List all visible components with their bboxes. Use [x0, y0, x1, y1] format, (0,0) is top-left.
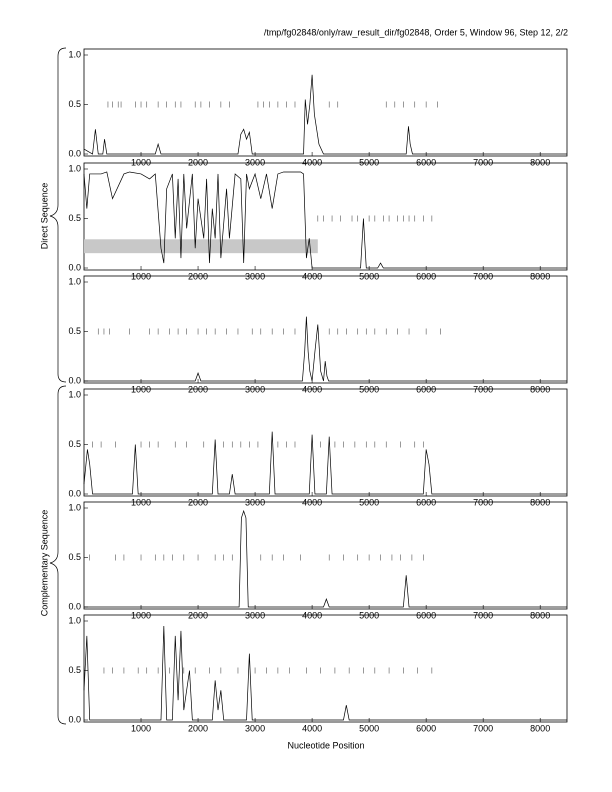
- group-label: Complementary Sequence: [39, 510, 49, 617]
- y-tick-label: 0.0: [68, 375, 81, 385]
- x-tick-label: 2000: [188, 157, 208, 167]
- x-tick-label: 7000: [473, 157, 493, 167]
- coding-potential-line: [83, 74, 567, 155]
- panel-frame: [83, 275, 568, 384]
- x-tick-label: 4000: [302, 723, 322, 733]
- brace: [49, 47, 67, 383]
- y-tick-label: 0.0: [68, 488, 81, 498]
- y-tick-label: 1.0: [68, 502, 81, 512]
- x-tick-label: 1000: [131, 157, 151, 167]
- y-tick-label: 1.0: [68, 276, 81, 286]
- y-tick-label: 0.5: [68, 665, 81, 675]
- x-tick-label: 5000: [359, 157, 379, 167]
- panel-frame: [83, 48, 568, 157]
- shaded-region: [84, 239, 318, 254]
- coding-potential-line: [84, 316, 567, 382]
- x-tick-label: 1000: [131, 723, 151, 733]
- y-tick-label: 0.0: [68, 262, 81, 272]
- x-tick-label: 4000: [302, 157, 322, 167]
- coding-potential-line: [84, 509, 567, 608]
- x-tick-label: 3000: [245, 723, 265, 733]
- y-tick-label: 1.0: [68, 49, 81, 59]
- y-tick-label: 0.0: [68, 148, 81, 158]
- coding-potential-line: [83, 171, 567, 269]
- x-tick-label: 5000: [359, 723, 379, 733]
- coding-potential-line: [83, 625, 567, 721]
- group-label: Direct Sequence: [39, 183, 49, 250]
- x-tick-label: 8000: [530, 157, 550, 167]
- y-tick-label: 0.0: [68, 601, 81, 611]
- y-tick-label: 0.5: [68, 552, 81, 562]
- x-tick-label: 6000: [416, 723, 436, 733]
- coding-potential-line: [83, 431, 567, 495]
- y-tick-label: 0.5: [68, 326, 81, 336]
- y-tick-label: 0.5: [68, 99, 81, 109]
- x-tick-label: 6000: [416, 157, 436, 167]
- panel-frame: [83, 614, 568, 723]
- brace: [49, 385, 67, 725]
- panel-frame: [83, 501, 568, 610]
- y-tick-label: 1.0: [68, 389, 81, 399]
- chart-title: /tmp/fg02848/only/raw_result_dir/fg02848…: [264, 27, 568, 37]
- panel-frame: [83, 162, 568, 271]
- y-tick-label: 0.0: [68, 714, 81, 724]
- x-tick-label: 3000: [245, 157, 265, 167]
- y-tick-label: 1.0: [68, 615, 81, 625]
- x-tick-label: 7000: [473, 723, 493, 733]
- x-axis-label: Nucleotide Position: [287, 740, 364, 750]
- y-tick-label: 0.5: [68, 439, 81, 449]
- y-tick-label: 0.5: [68, 213, 81, 223]
- x-tick-label: 8000: [530, 723, 550, 733]
- panel-frame: [83, 388, 568, 497]
- x-tick-label: 2000: [188, 723, 208, 733]
- y-tick-label: 1.0: [68, 163, 81, 173]
